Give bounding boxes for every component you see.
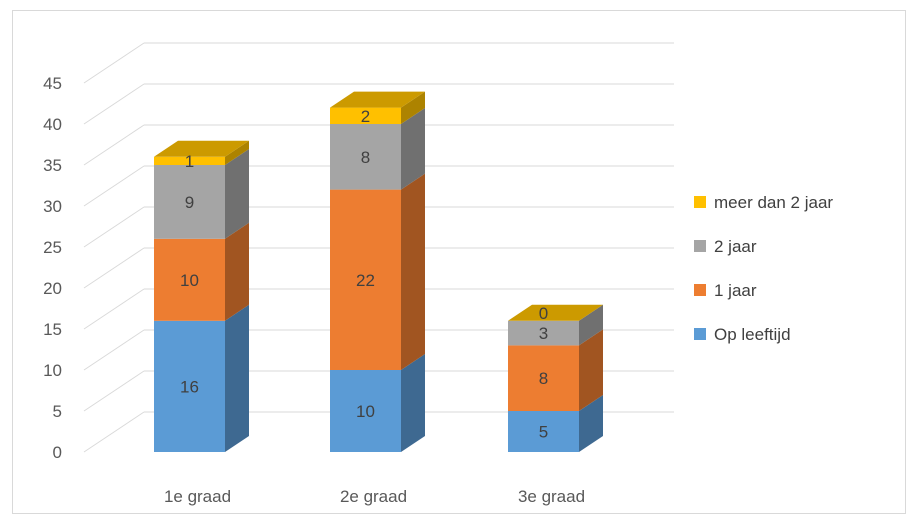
bar-stack: 16 10 9 1 xyxy=(154,140,249,452)
x-tick-label: 3e graad xyxy=(518,487,585,506)
bar-segment-side xyxy=(401,108,425,190)
bar-top xyxy=(154,140,249,157)
bar-top xyxy=(330,91,425,108)
y-tick-label: 25 xyxy=(43,238,62,257)
y-tick-label: 15 xyxy=(43,320,62,339)
bars: 16 10 9 1 10 22 8 2 5 8 30 xyxy=(154,91,603,452)
bar-segment-side xyxy=(401,91,425,124)
bar-segment xyxy=(508,345,579,411)
y-tick-label: 20 xyxy=(43,279,62,298)
bar-segment-side xyxy=(579,329,603,411)
bar-segment-side xyxy=(579,304,603,346)
y-tick-label: 35 xyxy=(43,156,62,175)
gridline-diagonal xyxy=(83,83,145,125)
bar-segment xyxy=(154,156,225,165)
bar-segment-side xyxy=(225,149,249,239)
legend-item: Op leeftijd xyxy=(694,325,791,344)
y-tick-label: 40 xyxy=(43,115,62,134)
bar-segment-side xyxy=(225,222,249,321)
legend-item: 2 jaar xyxy=(694,237,757,256)
y-tick-label: 0 xyxy=(53,443,62,462)
bar-segment xyxy=(330,124,401,190)
gridline-diagonal xyxy=(83,124,145,166)
bar-segment xyxy=(154,320,225,452)
data-label: 10 xyxy=(180,271,199,290)
bar-segment xyxy=(508,320,579,346)
legend-label: 1 jaar xyxy=(714,281,757,300)
bar-top xyxy=(508,304,603,321)
bar-segment xyxy=(154,165,225,239)
legend-swatch xyxy=(694,284,706,296)
bar-segment-side xyxy=(225,304,249,452)
bar-segment-side xyxy=(579,395,603,452)
data-label: 8 xyxy=(539,369,548,388)
data-label: 2 xyxy=(361,107,370,126)
bar-segment xyxy=(508,411,579,452)
bar-segment-side xyxy=(401,354,425,452)
data-label: 22 xyxy=(356,271,375,290)
gridline-diagonal xyxy=(83,206,145,248)
gridline-diagonal xyxy=(83,247,145,289)
gridline-diagonal xyxy=(83,411,145,453)
y-axis: 0 5 10 15 20 25 30 35 40 45 xyxy=(43,74,62,462)
bar-segment xyxy=(330,107,401,124)
legend-swatch xyxy=(694,328,706,340)
bar-segment-side xyxy=(225,140,249,165)
legend-swatch xyxy=(694,240,706,252)
gridline-diagonal xyxy=(83,42,145,84)
data-label: 0 xyxy=(539,304,548,323)
x-tick-label: 1e graad xyxy=(164,487,231,506)
y-tick-label: 30 xyxy=(43,197,62,216)
bar-segment xyxy=(330,189,401,370)
x-tick-label: 2e graad xyxy=(340,487,407,506)
legend-label: Op leeftijd xyxy=(714,325,791,344)
bar-segment xyxy=(154,238,225,321)
y-tick-label: 45 xyxy=(43,74,62,93)
data-label: 1 xyxy=(185,152,194,171)
data-label: 16 xyxy=(180,377,199,396)
data-label: 9 xyxy=(185,193,194,212)
bar-segment-side xyxy=(401,173,425,370)
data-label: 5 xyxy=(539,423,548,442)
legend-label: 2 jaar xyxy=(714,237,757,256)
legend-item: meer dan 2 jaar xyxy=(694,193,833,212)
legend-label: meer dan 2 jaar xyxy=(714,193,833,212)
gridline-diagonal xyxy=(83,370,145,412)
bar-stack: 5 8 30 xyxy=(508,304,603,452)
data-label: 8 xyxy=(361,148,370,167)
legend: meer dan 2 jaar 2 jaar 1 jaar Op leeftijd xyxy=(694,193,833,344)
gridline-diagonal xyxy=(83,288,145,330)
legend-swatch xyxy=(694,196,706,208)
bar-stack: 10 22 8 2 xyxy=(330,91,425,452)
legend-item: 1 jaar xyxy=(694,281,757,300)
y-tick-label: 5 xyxy=(53,402,62,421)
data-label: 3 xyxy=(539,324,548,343)
gridline-diagonal xyxy=(83,329,145,371)
y-tick-label: 10 xyxy=(43,361,62,380)
x-axis: 1e graad 2e graad 3e graad xyxy=(164,487,585,506)
data-label: 10 xyxy=(356,402,375,421)
gridline-diagonal xyxy=(83,165,145,207)
bar-segment xyxy=(330,370,401,452)
